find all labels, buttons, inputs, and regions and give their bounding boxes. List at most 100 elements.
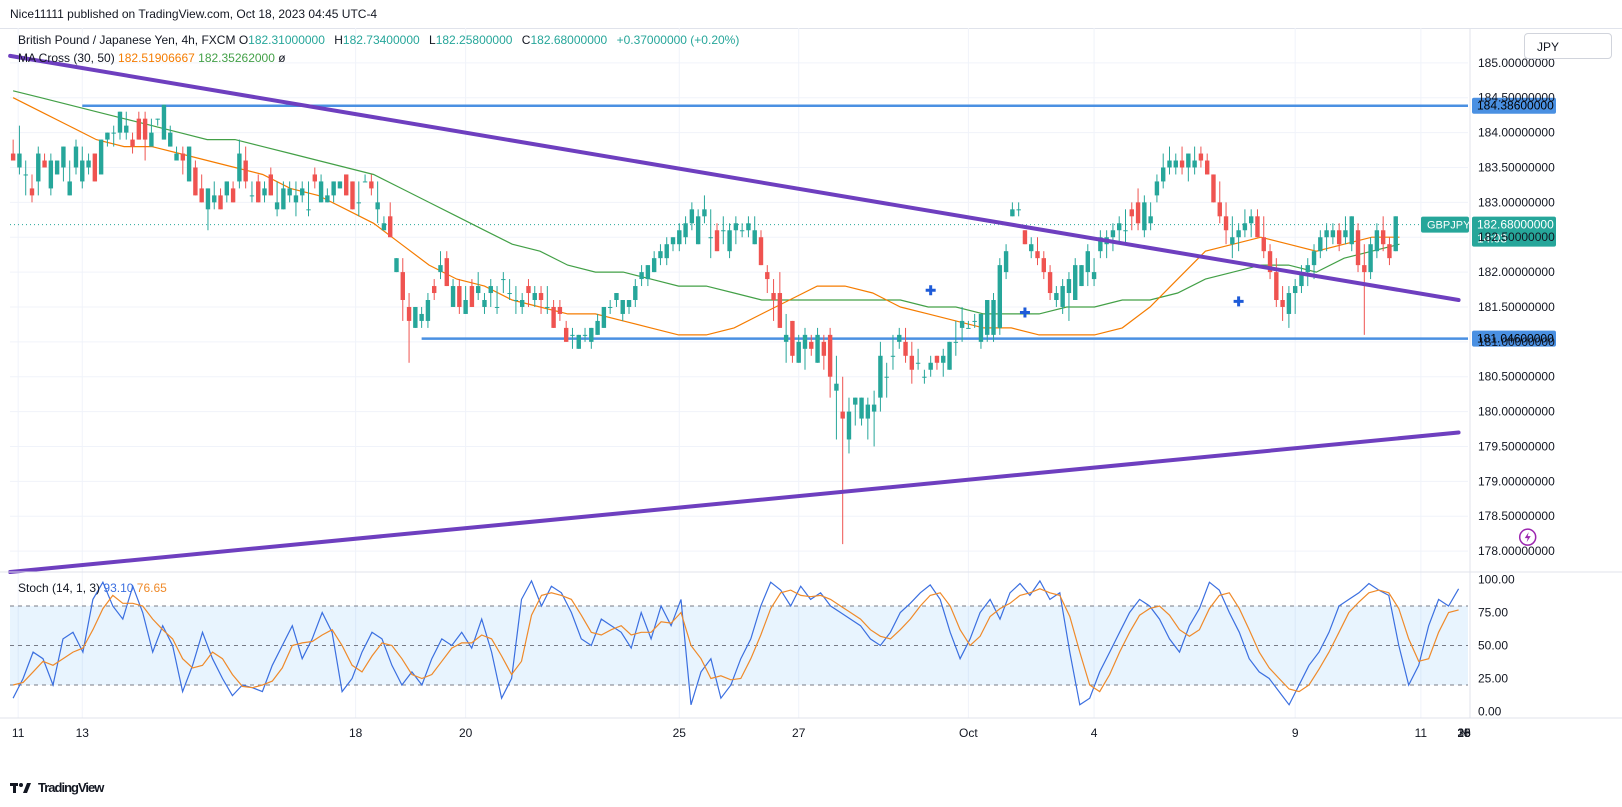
y-tick-label: 183.00000000 bbox=[1478, 195, 1555, 209]
symbol-badge-label: GBPJPY bbox=[1427, 220, 1471, 232]
change-value: +0.37000000 (+0.20%) bbox=[616, 33, 740, 47]
candle-up bbox=[80, 160, 85, 182]
x-tick-label: 18 bbox=[1457, 726, 1471, 740]
x-tick-label: 20 bbox=[459, 726, 473, 740]
candle-up bbox=[589, 327, 594, 342]
candle-down bbox=[1022, 230, 1028, 245]
candle-up bbox=[331, 181, 336, 196]
candle-up bbox=[161, 104, 167, 140]
candle-down bbox=[136, 118, 142, 140]
y-tick-label: 182.50000000 bbox=[1478, 230, 1555, 244]
candle-down bbox=[369, 181, 374, 189]
candle-up bbox=[695, 216, 701, 245]
candle-up bbox=[1154, 181, 1160, 196]
candle-up bbox=[783, 334, 789, 342]
ma-hidden-icon[interactable]: ø bbox=[278, 51, 286, 65]
candle-up bbox=[1318, 237, 1323, 252]
price-legend: British Pound / Japanese Yen, 4h, FXCM O… bbox=[18, 33, 739, 47]
candle-down bbox=[1204, 160, 1210, 175]
candle-up bbox=[1349, 216, 1354, 245]
candle-up bbox=[475, 286, 481, 294]
candle-down bbox=[243, 160, 248, 182]
candle-down bbox=[199, 188, 204, 203]
candle-up bbox=[450, 286, 456, 307]
candle-down bbox=[92, 153, 98, 182]
candle-up bbox=[1079, 265, 1084, 287]
ma-cross-marker bbox=[1233, 296, 1244, 307]
chart-canvas[interactable]: 184.38600000 181.04600000 GBPJPY 182.680000… bbox=[0, 28, 1622, 778]
candle-up bbox=[721, 230, 726, 232]
candle-up bbox=[601, 306, 607, 328]
level-price-label: 184.38600000 bbox=[1477, 99, 1554, 113]
candle-down bbox=[42, 160, 47, 168]
x-tick-label: 30 bbox=[1457, 726, 1471, 740]
candle-up bbox=[595, 320, 600, 335]
candle-down bbox=[180, 153, 186, 161]
candle-down bbox=[1261, 237, 1266, 252]
candle-up bbox=[1167, 160, 1172, 168]
x-tick-label: 27 bbox=[792, 726, 806, 740]
tradingview-logo-icon bbox=[10, 782, 31, 793]
candle-down bbox=[777, 293, 783, 328]
candle-up bbox=[205, 188, 211, 210]
open-value: 182.31000000 bbox=[248, 33, 325, 47]
candle-up bbox=[1010, 209, 1015, 217]
candle-up bbox=[746, 223, 751, 231]
candle-up bbox=[36, 153, 41, 182]
x-tick-label: 16 bbox=[1457, 726, 1471, 740]
candle-up bbox=[545, 306, 550, 308]
y-tick-label: 183.50000000 bbox=[1478, 160, 1555, 174]
candle-up bbox=[1054, 293, 1059, 300]
candle-up bbox=[859, 397, 864, 419]
candle-down bbox=[1274, 272, 1279, 300]
candle-up bbox=[1242, 223, 1248, 231]
candle-up bbox=[1299, 272, 1304, 287]
candle-down bbox=[840, 411, 845, 419]
candle-up bbox=[1248, 216, 1254, 224]
candle-down bbox=[1041, 258, 1046, 273]
candle-down bbox=[218, 195, 223, 210]
candle-up bbox=[325, 195, 330, 203]
candle-down bbox=[193, 167, 198, 196]
candle-up bbox=[73, 146, 79, 168]
ma-cross-marker bbox=[925, 285, 936, 296]
candle-down bbox=[432, 286, 437, 294]
symbol-badge bbox=[1421, 216, 1469, 233]
x-tick-label: 9 bbox=[1292, 726, 1299, 740]
brand-name: TradingView bbox=[38, 780, 104, 795]
symbol-label: British Pound / Japanese Yen, 4h, FXCM bbox=[18, 33, 236, 47]
stoch-y-tick-label: 75.00 bbox=[1478, 606, 1508, 620]
candle-up bbox=[1142, 202, 1147, 231]
candle-up bbox=[67, 181, 72, 196]
y-tick-label: 185.00000000 bbox=[1478, 56, 1555, 70]
y-tick-label: 180.50000000 bbox=[1478, 370, 1555, 384]
currency-selector[interactable]: JPY bbox=[1524, 33, 1612, 59]
candle-up bbox=[168, 132, 173, 147]
stoch-legend: Stoch (14, 1, 3) 93.10 76.65 bbox=[18, 581, 167, 595]
candle-up bbox=[796, 341, 801, 363]
candle-up bbox=[997, 265, 1003, 328]
candle-up bbox=[865, 404, 871, 419]
candle-down bbox=[714, 230, 720, 252]
y-tick-label: 179.00000000 bbox=[1478, 474, 1555, 488]
candle-up bbox=[1305, 265, 1310, 273]
candle-down bbox=[934, 355, 940, 363]
trendlines[interactable] bbox=[8, 53, 1461, 574]
stoch-d-line bbox=[12, 588, 1459, 693]
candle-down bbox=[230, 188, 236, 203]
candle-up bbox=[966, 327, 971, 329]
candle-down bbox=[400, 272, 405, 300]
x-tick-label: 11 bbox=[1415, 726, 1428, 740]
ma-legend: MA Cross (30, 50) 182.51906667 182.35262… bbox=[18, 51, 286, 65]
candle-up bbox=[98, 139, 104, 175]
candle-up bbox=[1292, 286, 1298, 294]
candle-up bbox=[1161, 167, 1166, 182]
candle-down bbox=[444, 258, 449, 287]
cross-markers bbox=[925, 285, 1537, 546]
candle-up bbox=[1374, 230, 1380, 252]
candle-up bbox=[947, 341, 952, 370]
y-tick-label: 182.00000000 bbox=[1478, 265, 1555, 279]
low-value: 182.25800000 bbox=[435, 33, 513, 47]
candle-down bbox=[1211, 174, 1216, 203]
stoch-k-value: 93.10 bbox=[103, 581, 134, 595]
